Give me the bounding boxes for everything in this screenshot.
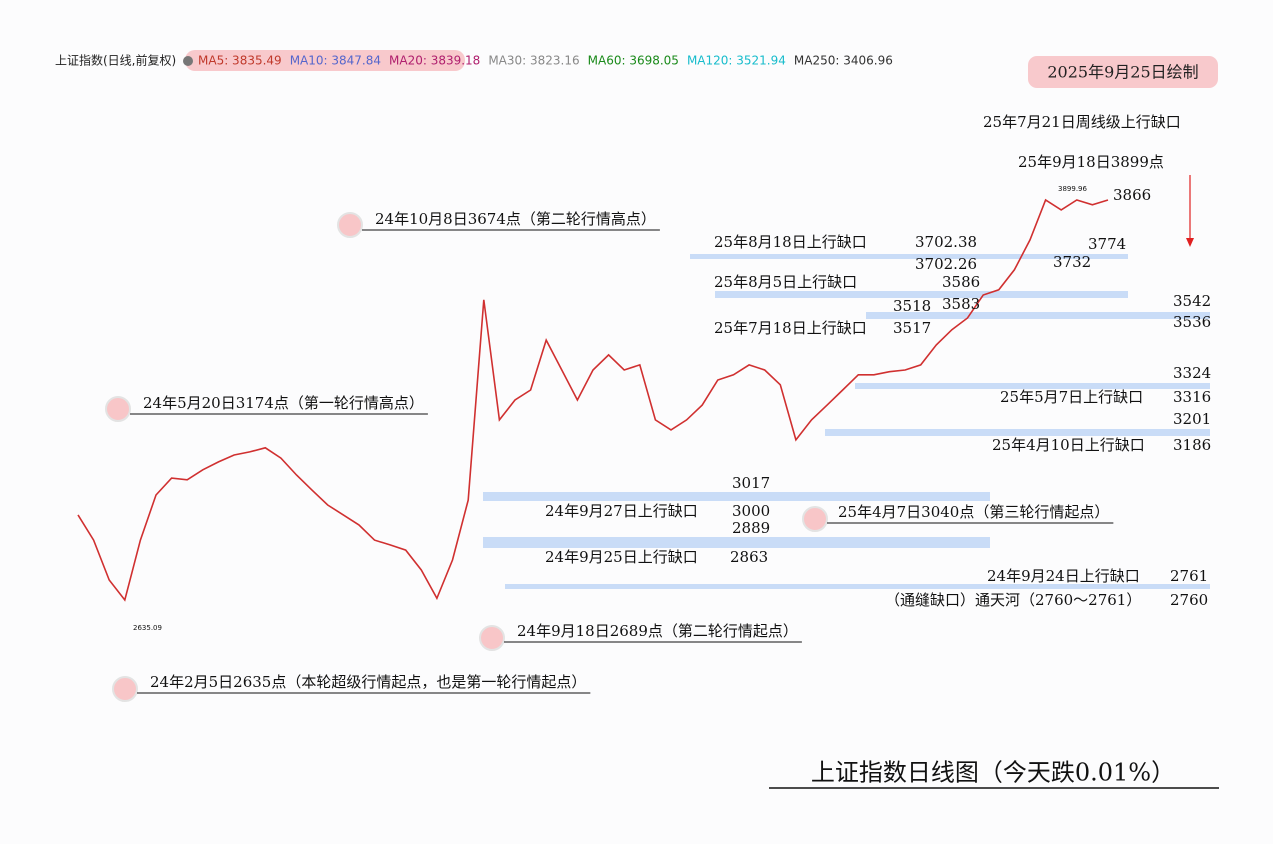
milestone-dot [105,396,131,422]
milestone-label: 24年10月8日3674点（第二轮行情高点） [375,210,656,228]
gap-label: 25年8月5日上行缺口 [714,273,857,291]
date-stamp-box [1028,56,1218,88]
gap-label: 3517 [893,319,931,337]
gap-band [825,429,1210,436]
milestone-label: 24年2月5日2635点（本轮超级行情起点，也是第一轮行情起点） [150,673,586,691]
milestone-dot [802,506,828,532]
gap-band [690,254,1128,259]
gap-label: 24年9月27日上行缺口 [545,502,698,520]
legend-entry: MA250: 3406.96 [794,54,893,68]
gap-band [505,584,1210,589]
gap-label: 24年9月25日上行缺口 [545,548,698,566]
gap-label: 3866 [1113,186,1151,204]
milestone-label: 24年5月20日3174点（第一轮行情高点） [143,394,424,412]
gap-label: 3702.38 [915,233,977,251]
gap-label: 25年4月10日上行缺口 [992,436,1145,454]
milestone-dot [112,676,138,702]
gap-band [866,312,1210,319]
gap-label: 25年7月21日周线级上行缺口 [983,113,1181,131]
gap-label: （通缝缺口）通天河（2760～2761） [885,591,1141,609]
legend-entry: MA10: 3847.84 [290,54,381,68]
legend-entry: MA20: 3839.18 [389,54,480,68]
gap-label: 2889 [732,519,770,537]
gap-label: 2760 [1170,591,1208,609]
plot [77,198,1109,602]
gap-band [715,291,1128,298]
gap-label: 24年9月24日上行缺口 [987,567,1140,585]
gap-label: 3186 [1173,436,1211,454]
gap-label: 3542 [1173,292,1211,310]
legend-entry: MA60: 3698.05 [588,54,679,68]
gap-label: 3732 [1053,253,1091,271]
gap-label: 25年5月7日上行缺口 [1000,388,1143,406]
gap-label: 3201 [1173,410,1211,428]
gap-band [855,383,1210,389]
gap-label: 25年8月18日上行缺口 [714,233,867,251]
gap-label: 25年9月18日3899点 [1018,153,1164,171]
gap-bands [483,254,1210,589]
date-stamp: 2025年9月25日绘制 [1047,63,1198,82]
legend-entry: MA120: 3521.94 [687,54,786,68]
gap-band [483,492,990,501]
gap-label: 25年7月18日上行缺口 [714,319,867,337]
gap-label: 2761 [1170,567,1208,585]
extreme-label: 2635.09 [133,624,162,632]
milestone-dot [479,625,505,651]
gap-label: 3536 [1173,313,1211,331]
gap-label: 3324 [1173,364,1211,382]
gap-label: 3017 [732,474,770,492]
settings-icon [183,56,193,66]
gap-label: 3316 [1173,388,1211,406]
price-line [77,198,1109,602]
milestone-label: 24年9月18日2689点（第二轮行情起点） [517,622,798,640]
gap-band [483,537,990,548]
chart-title: 上证指数日线图（今天跌0.01%） [811,759,1175,787]
milestone-label: 25年4月7日3040点（第三轮行情起点） [838,503,1109,521]
legend-highlight [185,50,465,71]
gap-label: 3702.26 [915,255,977,273]
gap-label: 3774 [1088,235,1126,253]
gap-label: 3586 [942,273,980,291]
gap-label: 3518 [893,297,931,315]
extreme-label: 3899.96 [1058,185,1087,193]
gap-label: 2863 [730,548,768,566]
arrow-head [1186,238,1194,247]
annotations: 24年10月8日3674点（第二轮行情高点） 24年5月20日3174点（第一轮行… [105,113,1211,702]
gap-label: 3583 [942,295,980,313]
gap-label: 3000 [732,502,770,520]
instrument-label: 上证指数(日线,前复权) [55,53,176,68]
legend-entry: MA30: 3823.16 [488,54,579,68]
milestone-dot [337,212,363,238]
legend-entry: MA5: 3835.49 [198,54,282,68]
